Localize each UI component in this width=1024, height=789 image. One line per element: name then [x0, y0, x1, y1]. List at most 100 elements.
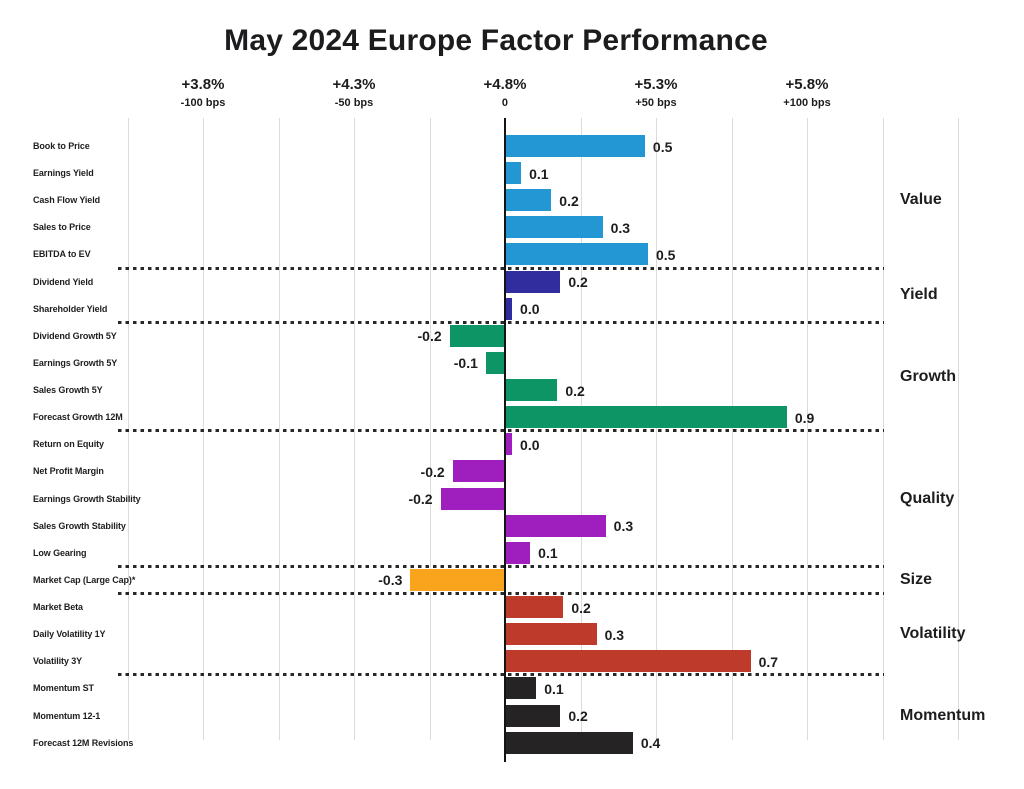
factor-row-label: Market Beta: [33, 602, 83, 613]
bar-value-label: 0.1: [538, 545, 558, 562]
factor-row-label: Market Cap (Large Cap)*: [33, 574, 136, 585]
bar-value-label: 0.3: [613, 518, 634, 535]
factor-row-label: Book to Price: [33, 141, 90, 151]
axis-tick: +5.3% +50 bps: [635, 76, 678, 109]
grid-line: [354, 118, 355, 740]
group-label: Growth: [900, 367, 956, 385]
factor-bar: [506, 270, 561, 293]
grid-line: [429, 118, 431, 740]
factor-bar: [410, 568, 504, 591]
group-label: Momentum: [900, 706, 986, 724]
axis-tick: +4.3% -50 bps: [333, 76, 376, 109]
factor-bar: [506, 243, 648, 266]
factor-row-label: Momentum 12-1: [33, 710, 101, 721]
factor-row-label: Volatility 3Y: [33, 656, 83, 667]
factor-bar: [449, 324, 504, 347]
factor-bar: [506, 433, 513, 456]
factor-bar: [506, 731, 633, 754]
grid-line: [656, 118, 657, 740]
axis-tick: +4.8% 0: [484, 76, 527, 109]
bar-value-label: 0.2: [559, 192, 579, 209]
factor-bar: [506, 514, 606, 537]
grid-line: [807, 118, 808, 740]
bar-value-label: -0.2: [408, 491, 433, 508]
factor-bar: [506, 677, 537, 700]
axis-tick-percent-label: +4.8%: [483, 76, 527, 93]
factor-row-label: Daily Volatility 1Y: [33, 629, 106, 640]
factor-bar: [452, 460, 504, 483]
factor-bar: [506, 650, 751, 673]
bar-value-label: 0.9: [794, 409, 815, 426]
factor-row-label: Momentum ST: [33, 683, 94, 694]
bar-value-label: 0.0: [520, 436, 540, 453]
factor-row-label: Earnings Yield: [33, 168, 94, 179]
axis-tick-percent-label: +3.8%: [181, 76, 225, 93]
factor-row-label: Earnings Growth 5Y: [33, 357, 118, 368]
group-label: Quality: [900, 489, 955, 507]
axis-tick-bps-label: +100 bps: [783, 97, 831, 109]
axis-tick-percent-label: +5.8%: [785, 76, 829, 93]
group-separator: [118, 564, 884, 568]
bar-value-label: 0.3: [604, 626, 625, 643]
bar-value-label: 0.5: [652, 138, 673, 155]
bar-value-label: -0.2: [420, 463, 445, 480]
factor-bar: [506, 189, 552, 212]
grid-line: [882, 118, 884, 740]
axis-tick-bps-label: +50 bps: [635, 97, 677, 109]
grid-line: [580, 118, 582, 740]
factor-bar: [506, 704, 561, 727]
group-label: Volatility: [900, 625, 966, 643]
axis-tick-bps-label: -50 bps: [334, 97, 374, 109]
grid-line: [958, 118, 959, 740]
group-separator: [118, 429, 884, 433]
bar-value-label: 0.2: [571, 599, 591, 616]
bar-value-label: 0.0: [520, 301, 540, 318]
group-separator: [118, 320, 884, 324]
axis-tick-percent-label: +5.3%: [634, 76, 678, 93]
group-label: Yield: [900, 286, 938, 304]
factor-row-label: Cash Flow Yield: [33, 195, 101, 206]
group-separator: [118, 673, 884, 677]
factor-row-label: Dividend Yield: [33, 276, 94, 287]
factor-row-label: Sales Growth 5Y: [33, 385, 103, 396]
factor-row-label: Sales Growth Stability: [33, 520, 126, 531]
factor-bar: [506, 297, 513, 320]
factor-bar: [506, 135, 645, 157]
bar-value-label: 0.2: [568, 274, 588, 291]
factor-row-label: Return on Equity: [33, 439, 104, 450]
factor-bar: [440, 487, 504, 510]
factor-bar: [506, 406, 787, 429]
factor-row-label: Earnings Growth Stability: [33, 493, 141, 504]
bar-value-label: 0.2: [568, 708, 588, 725]
axis-tick-bps-label: -100 bps: [180, 97, 226, 109]
factor-row-label: Forecast 12M Revisions: [33, 737, 134, 748]
bar-value-label: 0.5: [655, 246, 676, 263]
group-label: Size: [900, 570, 933, 588]
axis-tick-percent-label: +4.3%: [332, 76, 376, 93]
factor-bar: [506, 216, 603, 239]
axis-tick: +5.8% +100 bps: [783, 76, 830, 109]
bar-value-label: -0.1: [453, 355, 478, 372]
factor-row-label: Sales to Price: [33, 222, 91, 233]
bar-value-label: 0.1: [529, 165, 549, 182]
factor-bar: [506, 596, 564, 619]
factor-row-label: Shareholder Yield: [33, 303, 108, 314]
group-separator: [118, 266, 884, 270]
zero-axis-line: [504, 118, 506, 762]
bar-value-label: 0.1: [544, 680, 564, 697]
factor-bar: [485, 351, 504, 374]
bar-value-label: 0.3: [610, 219, 631, 236]
grid-line: [278, 118, 280, 740]
factor-bar: [506, 541, 531, 564]
factor-bar: [506, 162, 522, 185]
chart-title: May 2024 Europe Factor Performance: [224, 24, 768, 57]
axis-tick: +3.8% -100 bps: [181, 76, 226, 109]
factor-row-label: Low Gearing: [33, 547, 87, 558]
bar-value-label: 0.4: [640, 735, 661, 752]
grid-line: [127, 118, 129, 740]
grid-line: [203, 118, 204, 740]
group-separator: [118, 591, 884, 595]
bar-value-label: -0.3: [378, 572, 403, 589]
group-label: Value: [900, 191, 942, 209]
